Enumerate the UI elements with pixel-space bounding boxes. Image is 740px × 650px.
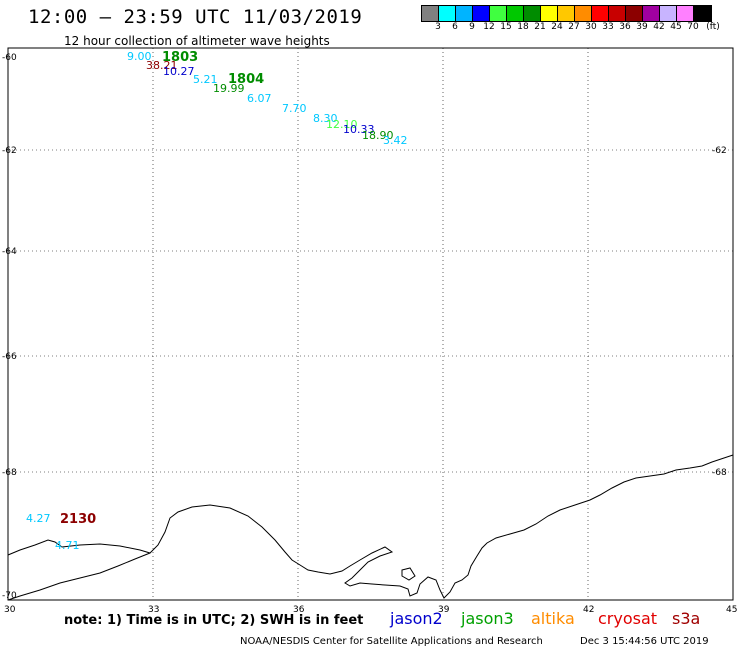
legend-label: 42 [653,22,665,32]
legend-labels: 3 6 9 12 15 18 21 24 27 30 33 36 39 42 4… [421,22,740,34]
legend-swatch [609,6,626,21]
legend-label: 70 [687,22,699,32]
obs-label: 38.21 [146,59,178,72]
credit-line: NOAA/NESDIS Center for Satellite Applica… [240,636,543,647]
lat-tick-label: -62 [2,146,17,156]
lat-tick-label: -68 [2,468,17,478]
legend-label: 39 [636,22,648,32]
lat-tick-label: -70 [2,591,17,601]
obs-label: 8.30 [313,112,338,125]
legend-label: 15 [500,22,512,32]
obs-label: 12.10 [326,118,358,131]
legend-swatch [507,6,524,21]
legend-label: 30 [585,22,597,32]
obs-label: 18.90 [362,129,394,142]
legend-swatch [558,6,575,21]
obs-label: 2130 [60,512,96,527]
lon-tick-label: 36 [293,605,305,615]
map-title: 12:00 — 23:59 UTC 11/03/2019 [28,6,363,28]
coastline [7,454,734,601]
legend-swatch [541,6,558,21]
lon-tick-label: 39 [438,605,450,615]
lat-tick-label: -60 [2,53,17,63]
lon-tick-label: 45 [726,605,737,615]
legend-swatch [490,6,507,21]
legend-label: 12 [483,22,495,32]
wave-height-color-legend [421,5,712,22]
map-frame [7,47,734,601]
obs-label: 6.07 [247,92,272,105]
obs-label: 7.70 [282,102,307,115]
lon-tick-label: 30 [4,605,16,615]
mission-s3a: s3a [672,609,701,628]
obs-label: 4.71 [55,539,80,552]
legend-swatch [626,6,643,21]
obs-label: 10.27 [163,65,195,78]
grid-lines [8,48,733,600]
legend-swatch [524,6,541,21]
mission-jason3: jason3 [461,609,514,628]
legend-swatch [677,6,694,21]
legend-label: 21 [534,22,546,32]
legend-label: 27 [568,22,580,32]
legend-label: 9 [469,22,475,32]
wave-height-observations: 9.00 1803 38.21 10.27 5.21 1804 19.99 6.… [26,50,408,552]
legend-label: 36 [619,22,631,32]
legend-label: 45 [670,22,682,32]
generated-timestamp: Dec 3 15:44:56 UTC 2019 [580,636,709,647]
lat-tick-label: -68 [712,468,727,478]
legend-swatch [575,6,592,21]
legend-swatch [422,6,439,21]
legend-swatch [473,6,490,21]
legend-swatch [592,6,609,21]
obs-label: 19.99 [213,82,245,95]
legend-swatch [694,6,711,21]
legend-label: 33 [602,22,614,32]
obs-label: 3.42 [383,134,408,147]
map-subtitle: 12 hour collection of altimeter wave hei… [64,34,330,48]
mission-jason2: jason2 [390,609,443,628]
legend-label: 24 [551,22,563,32]
obs-label: 1804 [228,72,264,87]
axis-tick-labels: 30 33 36 39 42 45 -60 -62 -64 -66 -68 -7… [2,53,737,615]
legend-swatch [439,6,456,21]
obs-label: 5.21 [193,73,218,86]
obs-label: 1803 [162,50,198,65]
obs-label: 9.00 [127,50,152,63]
mission-altika: altika [531,609,575,628]
lat-tick-label: -64 [2,247,17,257]
legend-swatch [660,6,677,21]
lon-tick-label: 42 [583,605,594,615]
legend-label: 3 [435,22,441,32]
legend-label: 6 [452,22,458,32]
lat-tick-label: -62 [712,146,727,156]
obs-label: 10.33 [343,123,375,136]
legend-swatch [456,6,473,21]
mission-cryosat: cryosat [598,609,658,628]
obs-label: 4.27 [26,512,51,525]
legend-swatch [643,6,660,21]
legend-unit: (ft) [706,22,720,32]
footnote: note: 1) Time is in UTC; 2) SWH is in fe… [64,613,364,628]
lat-tick-label: -66 [2,352,17,362]
lon-tick-label: 33 [148,605,159,615]
legend-label: 18 [517,22,529,32]
